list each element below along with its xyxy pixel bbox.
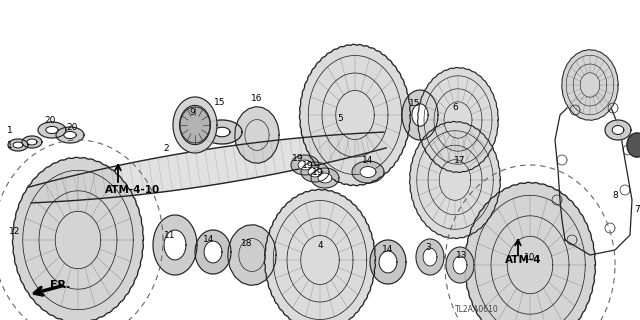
Text: 14: 14 [382,245,394,254]
Text: 12: 12 [10,228,20,236]
Polygon shape [300,44,410,186]
Polygon shape [370,240,406,284]
Text: 14: 14 [204,236,214,244]
Polygon shape [153,215,197,275]
Polygon shape [311,168,339,188]
Polygon shape [8,139,28,151]
Text: 6: 6 [452,102,458,111]
Text: FR.: FR. [50,280,70,290]
Text: 13: 13 [456,251,468,260]
Polygon shape [56,127,84,143]
Text: TL2AA0610: TL2AA0610 [455,306,499,315]
Text: ATM-4-10: ATM-4-10 [105,185,160,195]
Polygon shape [318,173,332,183]
Polygon shape [410,122,500,238]
Polygon shape [228,225,276,285]
Polygon shape [180,107,210,143]
Polygon shape [298,160,312,170]
Polygon shape [173,97,217,153]
Polygon shape [612,125,624,134]
Text: ATM-4: ATM-4 [505,255,541,265]
Polygon shape [45,126,58,133]
Polygon shape [301,162,329,182]
Polygon shape [465,182,595,320]
Polygon shape [38,122,66,138]
Polygon shape [379,251,397,273]
Text: 8: 8 [612,190,618,199]
Polygon shape [423,248,437,266]
Polygon shape [22,136,42,148]
Polygon shape [446,247,474,283]
Text: 5: 5 [337,114,343,123]
Polygon shape [291,155,319,175]
Text: 11: 11 [164,230,176,239]
Text: 20: 20 [44,116,56,124]
Text: 1: 1 [7,125,13,134]
Text: 1: 1 [7,140,13,149]
Text: 10: 10 [524,253,536,262]
Polygon shape [627,133,640,157]
Polygon shape [195,230,231,274]
Text: 7: 7 [634,205,640,214]
Text: 16: 16 [252,93,263,102]
Polygon shape [605,120,631,140]
Polygon shape [264,189,376,320]
Polygon shape [204,241,222,263]
Polygon shape [308,167,322,177]
Text: 15: 15 [409,99,420,108]
Polygon shape [13,157,143,320]
Polygon shape [402,90,438,140]
Polygon shape [214,127,230,137]
Polygon shape [27,139,37,145]
Text: 19: 19 [302,161,314,170]
Polygon shape [29,132,386,203]
Text: 3: 3 [425,244,431,252]
Text: 19: 19 [292,154,304,163]
Polygon shape [64,132,76,139]
Polygon shape [416,239,444,275]
Polygon shape [13,142,23,148]
Text: 2: 2 [163,143,169,153]
Polygon shape [360,166,376,178]
Polygon shape [235,107,279,163]
Text: 14: 14 [362,156,374,164]
Polygon shape [562,50,618,120]
Polygon shape [418,68,499,172]
Text: 18: 18 [241,238,253,247]
Text: 20: 20 [67,123,77,132]
Text: 9: 9 [189,108,195,116]
Text: 17: 17 [454,156,466,164]
Polygon shape [202,120,242,144]
Polygon shape [352,161,384,183]
Polygon shape [164,230,186,260]
Text: 15: 15 [214,98,226,107]
Polygon shape [412,104,428,126]
Text: 4: 4 [317,241,323,250]
Polygon shape [453,256,467,274]
Text: 19: 19 [312,167,324,177]
